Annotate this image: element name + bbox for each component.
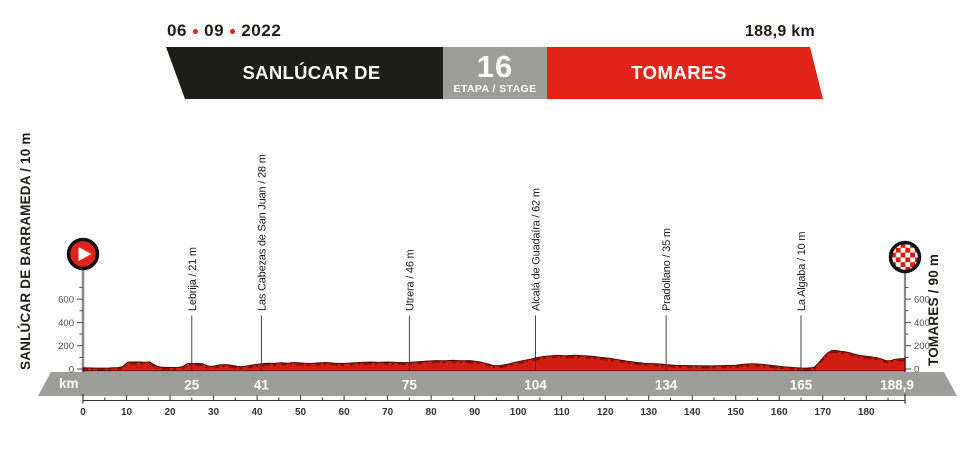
ruler-km-label: 50 xyxy=(295,407,307,418)
elevation-tick-label-right: 600 xyxy=(914,295,930,306)
stage-profile-chart: 00200200400400600600Lebrija / 21 m25Las … xyxy=(0,0,980,449)
elevation-tick-label-left: 200 xyxy=(58,341,74,352)
waypoint-km-number: 25 xyxy=(184,378,200,393)
waypoint-label: Lebrija / 21 m xyxy=(187,247,199,311)
elevation-tick-label-left: 600 xyxy=(58,295,74,306)
checkered-flag-icon xyxy=(891,243,920,272)
waypoint-km-number: 104 xyxy=(524,378,547,393)
waypoint-label: Las Cabezas de San Juan / 28 m xyxy=(256,154,268,311)
waypoint-km-number: 134 xyxy=(655,378,678,393)
ruler-km-label: 40 xyxy=(251,407,263,418)
waypoint-km-number: 75 xyxy=(402,378,418,393)
ruler-km-label: 100 xyxy=(510,407,527,418)
ruler-km-label: 160 xyxy=(771,407,788,418)
elevation-tick-label-left: 0 xyxy=(69,365,74,376)
waypoint-label: La Algaba / 10 m xyxy=(796,232,808,311)
elevation-tick-label-right: 200 xyxy=(914,341,930,352)
finish-marker xyxy=(891,243,920,272)
ruler-km-label: 90 xyxy=(469,407,481,418)
waypoint-label: Alcalá de Guadaíra / 62 m xyxy=(531,188,543,311)
waypoint-label: Utrera / 46 m xyxy=(404,249,416,311)
ruler-km-label: 140 xyxy=(684,407,701,418)
start-marker xyxy=(69,240,98,269)
ruler-km-label: 150 xyxy=(727,407,744,418)
waypoint-km-number: 41 xyxy=(254,378,270,393)
ruler-km-label: 60 xyxy=(339,407,351,418)
ruler-km-label: 10 xyxy=(121,407,133,418)
ruler-km-label: 20 xyxy=(164,407,176,418)
ruler-km-label: 110 xyxy=(554,407,571,418)
elevation-tick-label-left: 400 xyxy=(58,318,74,329)
ruler-km-label: 30 xyxy=(208,407,220,418)
ruler-km-label: 130 xyxy=(640,407,657,418)
elevation-tick-label-right: 400 xyxy=(914,318,930,329)
waypoint-km-number: 165 xyxy=(790,378,813,393)
ruler-km-label: 0 xyxy=(80,407,86,418)
km-ruler: 0 10 20 30 40 50 60 70 80 90 100 110 120 130 140 150 160… xyxy=(80,394,905,418)
ruler-km-label: 120 xyxy=(597,407,614,418)
waypoint-label: Pradollano / 35 m xyxy=(661,228,673,311)
ruler-km-label: 80 xyxy=(426,407,438,418)
ruler-km-label: 70 xyxy=(382,407,394,418)
elevation-tick-label-right: 0 xyxy=(914,365,919,376)
ruler-km-label: 170 xyxy=(814,407,831,418)
ruler-km-label: 180 xyxy=(858,407,875,418)
finish-km-number: 188,9 xyxy=(880,378,914,393)
